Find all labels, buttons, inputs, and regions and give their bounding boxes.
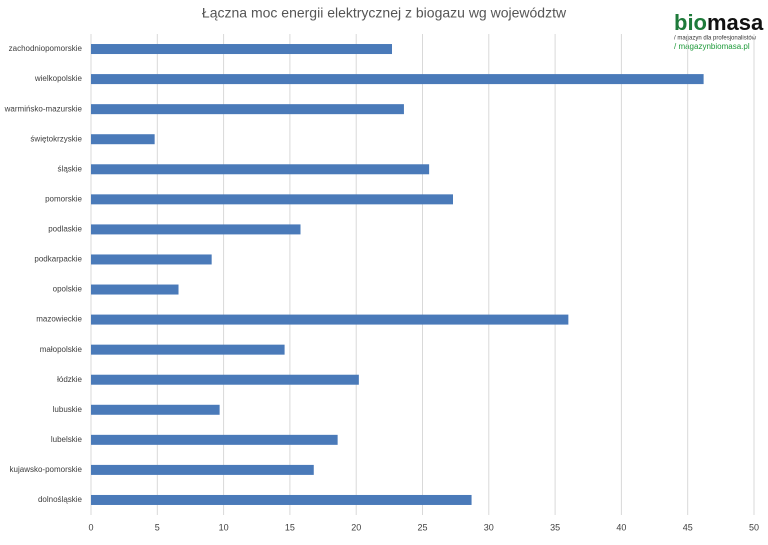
y-tick-label: śląskie [58, 164, 83, 173]
logo-text: biomasa [674, 10, 764, 35]
x-tick-label: 40 [616, 522, 626, 532]
y-tick-label: podlaskie [48, 225, 82, 234]
y-tick-label: warmińsko-mazurskie [4, 104, 83, 113]
y-tick-label: świętokrzyskie [30, 134, 82, 143]
x-tick-label: 30 [484, 522, 494, 532]
bar [91, 404, 220, 415]
bar [91, 164, 430, 175]
bar [91, 494, 472, 505]
y-tick-label: łódzkie [57, 375, 82, 384]
bar [91, 314, 569, 325]
x-tick-label: 45 [683, 522, 693, 532]
bar [91, 374, 359, 385]
y-tick-label: małopolskie [40, 345, 83, 354]
bar [91, 284, 179, 295]
x-tick-label: 0 [88, 522, 93, 532]
bar [91, 134, 155, 145]
x-tick-label: 35 [550, 522, 560, 532]
x-tick-label: 5 [155, 522, 160, 532]
logo-tagline: / magazyn dla profesjonalistów [674, 36, 757, 42]
y-tick-label: kujawsko-pomorskie [10, 465, 83, 474]
bar [91, 224, 301, 235]
bar [91, 104, 404, 115]
bar [91, 344, 285, 355]
x-tick-label: 10 [219, 522, 229, 532]
y-tick-label: wielkopolskie [34, 74, 83, 83]
y-tick-label: pomorskie [45, 194, 82, 203]
bar [91, 194, 453, 205]
logo: biomasa / magazyn dla profesjonalistów /… [674, 10, 764, 51]
bar [91, 254, 212, 265]
y-tick-label: mazowieckie [36, 315, 82, 324]
y-tick-label: lubelskie [51, 435, 83, 444]
y-tick-label: zachodniopomorskie [9, 44, 83, 53]
y-tick-label: lubuskie [53, 405, 83, 414]
bar [91, 434, 338, 445]
y-tick-label: dolnośląskie [38, 495, 83, 504]
y-tick-label: podkarpackie [34, 255, 82, 264]
bar [91, 44, 393, 55]
logo-part: masa [707, 10, 764, 35]
logo-url: / magazynbiomasa.pl [674, 42, 750, 51]
x-tick-label: 50 [749, 522, 759, 532]
bar [91, 464, 314, 475]
bar [91, 74, 704, 85]
x-tick-label: 20 [351, 522, 361, 532]
y-tick-label: opolskie [53, 285, 83, 294]
x-tick-label: 15 [285, 522, 295, 532]
x-tick-label: 25 [417, 522, 427, 532]
logo-part: bio [674, 10, 707, 35]
chart-title: Łączna moc energii elektrycznej z biogaz… [202, 5, 567, 21]
